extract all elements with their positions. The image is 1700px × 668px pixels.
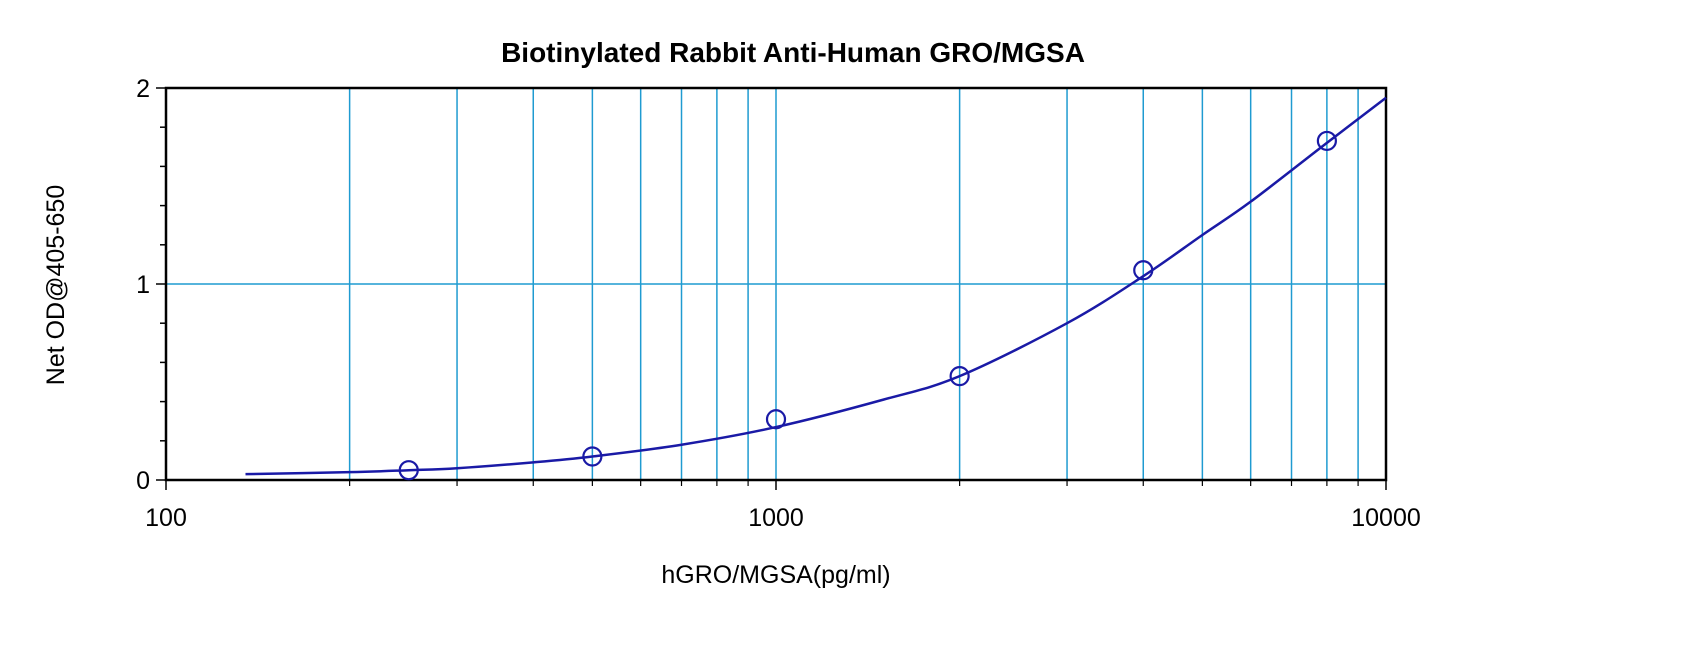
data-point-marker (765, 409, 787, 430)
data-point-marker (582, 446, 603, 467)
axis-tick-marks (156, 87, 1387, 490)
data-point-marker (398, 460, 419, 481)
x-tick-label: 1000 (748, 504, 804, 532)
x-axis-label: hGRO/MGSA(pg/ml) (661, 561, 890, 589)
y-tick-label: 0 (136, 467, 150, 495)
data-point-marker (949, 366, 970, 387)
y-tick-label: 1 (136, 271, 150, 299)
y-axis-label: Net OD@405-650 (42, 185, 70, 385)
y-tick-label: 2 (136, 75, 150, 103)
series-layer (245, 96, 1387, 481)
x-tick-label: 10000 (1351, 504, 1421, 532)
fitted-curve-line (245, 96, 1387, 476)
tick-labels: 100 1000 10000 0 1 2 (136, 75, 1421, 532)
chart-title: Biotinylated Rabbit Anti-Human GRO/MGSA (501, 37, 1085, 68)
grid-layer (166, 88, 1386, 480)
x-tick-label: 100 (145, 504, 187, 532)
data-point-marker (1316, 130, 1337, 152)
data-point-marker (1133, 260, 1154, 281)
